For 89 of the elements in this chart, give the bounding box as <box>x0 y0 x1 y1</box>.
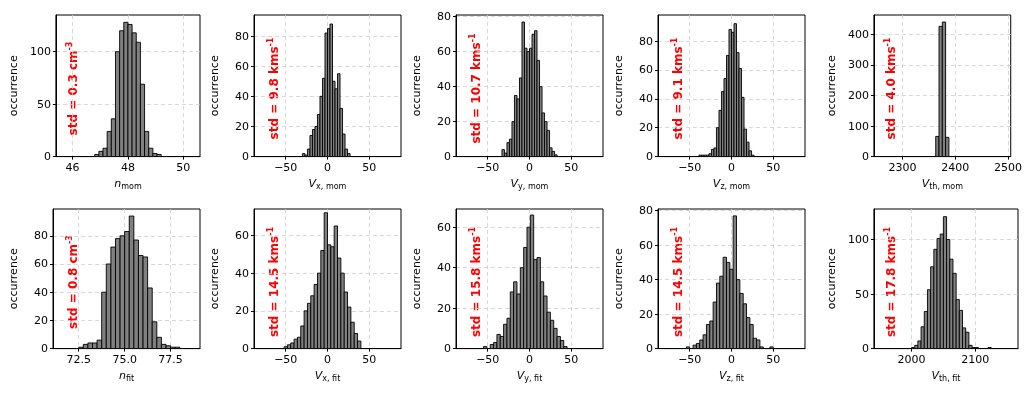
x-tick-label: −50 <box>678 352 702 366</box>
y-tick-label: 60 <box>639 63 653 77</box>
y-tick-label: 80 <box>437 10 451 24</box>
y-tick-label: 50 <box>36 97 51 111</box>
y-tick-label: 20 <box>34 313 48 327</box>
y-tick-label: 200 <box>847 88 869 102</box>
x-tick-label: 50 <box>176 160 191 174</box>
y-axis-title: occurrence <box>825 248 838 310</box>
x-tick-label: 50 <box>766 160 781 174</box>
x-tick-label: 0 <box>526 160 533 174</box>
y-tick-label: 40 <box>437 80 451 94</box>
x-tick-label: 50 <box>362 352 377 366</box>
annotation: std = 9.1 kms-1 <box>669 37 685 140</box>
y-axis-title: occurrence <box>612 55 625 117</box>
y-axis-title: occurrence <box>825 55 838 117</box>
y-tick-label: 20 <box>437 301 451 315</box>
x-tick-label: 2500 <box>994 160 1023 174</box>
x-tick-label: 0 <box>728 160 735 174</box>
y-tick-label: 40 <box>639 92 653 106</box>
y-tick-label: 0 <box>43 150 51 164</box>
y-tick-label: 0 <box>861 342 869 356</box>
x-tick-label: 0 <box>728 352 735 366</box>
y-tick-label: 60 <box>235 228 249 242</box>
x-tick-label: 50 <box>564 352 579 366</box>
y-tick-label: 20 <box>639 307 653 321</box>
x-tick-label: 72.5 <box>66 352 91 366</box>
y-tick-label: 20 <box>235 119 249 133</box>
y-axis-title: occurrence <box>7 55 20 117</box>
annotation: std = 4.0 kms-1 <box>882 37 898 140</box>
y-tick-label: 60 <box>235 59 249 73</box>
x-tick-label: 2300 <box>888 160 917 174</box>
y-tick-label: 100 <box>847 119 869 133</box>
y-axis-title: occurrence <box>410 55 423 117</box>
x-tick-label: 2400 <box>941 160 970 174</box>
y-tick-label: 80 <box>639 204 653 218</box>
y-axis-title: occurrence <box>410 248 423 310</box>
y-tick-label: 40 <box>235 89 249 103</box>
y-tick-label: 40 <box>639 273 653 287</box>
x-tick-label: 50 <box>766 352 781 366</box>
annotation: std = 10.7 kms-1 <box>467 32 483 144</box>
y-tick-label: 0 <box>444 150 451 164</box>
x-tick-label: 0 <box>324 160 331 174</box>
y-tick-label: 80 <box>235 29 249 43</box>
y-tick-label: 80 <box>34 229 48 243</box>
x-tick-label: 50 <box>564 160 579 174</box>
y-tick-label: 100 <box>847 233 869 247</box>
x-tick-label: −50 <box>274 160 298 174</box>
y-tick-label: 400 <box>847 27 869 41</box>
y-tick-label: 60 <box>34 257 48 271</box>
x-tick-label: 75.0 <box>112 352 137 366</box>
y-axis-title: occurrence <box>208 55 221 117</box>
x-tick-label: 2100 <box>961 352 990 366</box>
y-tick-label: 300 <box>847 58 869 72</box>
x-tick-label: 48 <box>120 160 135 174</box>
y-tick-label: 60 <box>437 220 451 234</box>
y-axis-title: occurrence <box>612 248 625 310</box>
y-tick-label: 40 <box>235 266 249 280</box>
y-axis-title: occurrence <box>7 248 20 310</box>
x-tick-label: 50 <box>362 160 377 174</box>
x-tick-label: −50 <box>476 352 500 366</box>
annotation: std = 0.8 cm-3 <box>64 235 80 329</box>
y-tick-label: 0 <box>861 150 869 164</box>
y-tick-label: 0 <box>242 342 249 356</box>
y-tick-label: 60 <box>639 238 653 252</box>
y-tick-label: 50 <box>854 287 869 301</box>
y-tick-label: 40 <box>34 285 48 299</box>
x-tick-label: −50 <box>476 160 500 174</box>
x-tick-label: 46 <box>65 160 80 174</box>
y-tick-label: 0 <box>646 342 653 356</box>
x-tick-label: 2000 <box>897 352 926 366</box>
y-tick-label: 40 <box>437 261 451 275</box>
y-tick-label: 20 <box>437 115 451 129</box>
y-tick-label: 0 <box>444 342 451 356</box>
annotation: std = 9.8 kms-1 <box>265 37 281 140</box>
y-axis-title: occurrence <box>208 248 221 310</box>
y-tick-label: 80 <box>639 34 653 48</box>
y-tick-label: 0 <box>646 150 653 164</box>
x-tick-label: 77.5 <box>158 352 183 366</box>
x-tick-label: 0 <box>526 352 533 366</box>
x-tick-label: −50 <box>274 352 298 366</box>
y-tick-label: 20 <box>235 304 249 318</box>
x-tick-label: 0 <box>324 352 331 366</box>
y-tick-label: 60 <box>437 45 451 59</box>
x-tick-label: −50 <box>678 160 702 174</box>
annotation: std = 0.3 cm-3 <box>64 41 80 136</box>
y-tick-label: 20 <box>639 121 653 135</box>
y-tick-label: 0 <box>41 342 48 356</box>
y-tick-label: 0 <box>242 150 249 164</box>
y-tick-label: 100 <box>29 45 51 59</box>
